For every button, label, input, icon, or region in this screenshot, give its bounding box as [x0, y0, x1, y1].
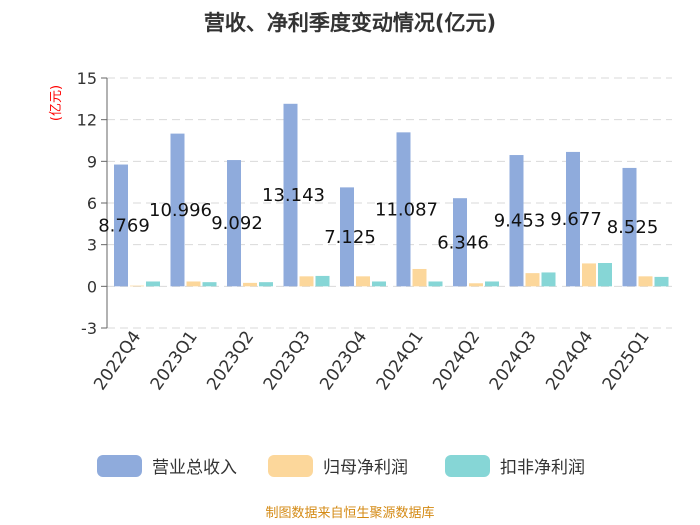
bar-2024Q3-s2 — [541, 272, 556, 287]
y-tick-label: 0 — [87, 277, 97, 296]
bar-2024Q2-s1 — [469, 283, 483, 287]
legend[interactable]: 营业总收入 归母净利润 扣非净利润 — [97, 455, 585, 478]
legend-item-0[interactable]: 营业总收入 — [97, 455, 237, 478]
data-label: 8.525 — [607, 217, 659, 238]
bar-2023Q3-s1 — [299, 276, 314, 287]
bar-2024Q4-s1 — [582, 263, 596, 287]
bar-2023Q1-s0 — [170, 133, 185, 287]
bar-2023Q2-s0 — [227, 160, 241, 287]
y-axis-ticks: -3 0 3 6 9 12 15 — [77, 69, 108, 338]
data-labels: 8.76910.9969.09213.1437.12511.0876.3469.… — [98, 185, 658, 253]
bar-2024Q3-s1 — [525, 273, 540, 287]
y-tick-label: -3 — [81, 319, 97, 338]
legend-item-2[interactable]: 扣非净利润 — [445, 455, 585, 478]
bars — [114, 103, 669, 287]
x-tick-label: 2025Q1 — [599, 327, 654, 394]
legend-item-1[interactable]: 归母净利润 — [268, 455, 408, 478]
x-tick-label: 2024Q2 — [429, 327, 484, 394]
bar-2024Q1-s2 — [428, 281, 443, 287]
bar-2023Q2-s2 — [259, 282, 273, 287]
bar-2022Q4-s0 — [114, 164, 128, 287]
bar-2023Q4-s1 — [356, 276, 370, 287]
bar-2022Q4-s1 — [130, 285, 144, 287]
bar-2024Q4-s2 — [598, 263, 612, 287]
x-tick-label: 2023Q4 — [316, 327, 371, 394]
legend-label: 扣非净利润 — [500, 458, 585, 478]
x-tick-label: 2022Q4 — [90, 327, 145, 394]
bar-2023Q2-s1 — [243, 282, 257, 287]
legend-label: 营业总收入 — [152, 458, 237, 478]
data-label: 6.346 — [437, 232, 489, 253]
bar-2025Q1-s0 — [622, 167, 637, 287]
legend-swatch — [97, 455, 142, 477]
data-label: 8.769 — [98, 215, 150, 236]
bar-2024Q3-s0 — [509, 155, 524, 287]
bar-2024Q2-s2 — [485, 281, 499, 287]
bar-2025Q1-s1 — [638, 276, 653, 287]
bar-2025Q1-s2 — [654, 276, 669, 287]
bar-2022Q4-s2 — [146, 281, 160, 287]
y-tick-label: 6 — [87, 194, 97, 213]
bar-2024Q1-s1 — [412, 268, 427, 287]
data-label: 10.996 — [149, 200, 212, 221]
x-tick-label: 2023Q1 — [147, 327, 202, 394]
data-label: 13.143 — [262, 185, 325, 206]
y-tick-label: 12 — [77, 111, 97, 130]
x-tick-label: 2023Q3 — [260, 327, 315, 394]
y-tick-label: 15 — [77, 69, 97, 88]
bar-2024Q2-s0 — [453, 198, 467, 287]
bar-2023Q1-s2 — [202, 282, 217, 287]
data-label: 11.087 — [375, 199, 438, 220]
y-tick-label: 3 — [87, 236, 97, 255]
legend-label: 归母净利润 — [323, 458, 408, 478]
data-label: 9.092 — [211, 213, 263, 234]
data-label: 9.677 — [550, 209, 602, 230]
y-tick-label: 9 — [87, 152, 97, 171]
bar-2023Q4-s0 — [340, 187, 354, 287]
legend-swatch — [445, 455, 490, 477]
bar-2023Q3-s2 — [315, 275, 330, 287]
legend-swatch — [268, 455, 313, 477]
bar-2024Q1-s0 — [396, 132, 411, 287]
x-axis-ticks: 2022Q4 2023Q1 2023Q2 2023Q3 2023Q4 2024Q1 2024… — [90, 327, 654, 394]
data-label: 9.453 — [494, 211, 546, 232]
x-tick-label: 2024Q3 — [486, 327, 541, 394]
y-axis-unit-label: (亿元) — [49, 85, 64, 121]
x-tick-label: 2024Q1 — [373, 327, 428, 394]
chart-title: 营收、净利季度变动情况(亿元) — [204, 11, 496, 35]
source-note: 制图数据来自恒生聚源数据库 — [265, 505, 434, 521]
bar-2024Q4-s0 — [566, 151, 580, 287]
data-label: 7.125 — [324, 227, 376, 248]
x-tick-label: 2023Q2 — [203, 327, 258, 394]
x-tick-label: 2024Q4 — [542, 327, 597, 394]
bar-2023Q4-s2 — [372, 281, 386, 287]
bar-2023Q3-s0 — [283, 103, 298, 287]
bar-2023Q1-s1 — [186, 281, 201, 287]
